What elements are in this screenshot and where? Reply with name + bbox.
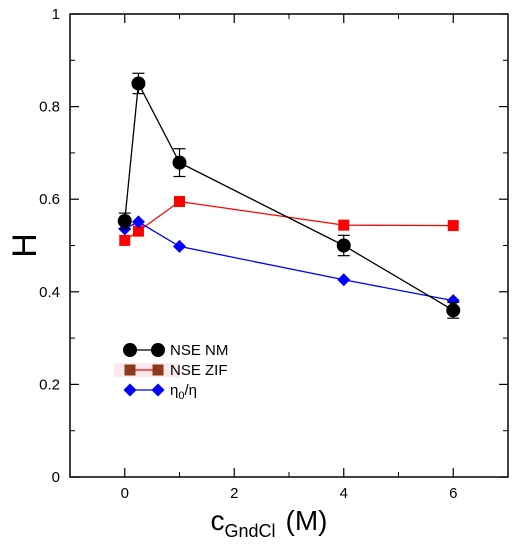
data-point (174, 196, 185, 208)
legend-label-tail: /η (184, 382, 197, 399)
x-axis-title-unit: (M) (286, 505, 328, 536)
legend-marker (124, 364, 136, 376)
data-point (337, 273, 351, 287)
x-axis-title-main: c (210, 505, 224, 536)
y-axis-title: H (6, 233, 44, 258)
x-tick-label: 0 (121, 485, 129, 502)
legend-marker (151, 343, 165, 357)
legend-entry: NSE ZIF (114, 362, 228, 379)
legend-entry: η0/η (123, 382, 197, 402)
legend-label: NSE NM (170, 342, 228, 359)
data-point (131, 215, 145, 229)
y-tick-label: 1 (52, 6, 60, 23)
y-tick-label: 0.6 (39, 191, 60, 208)
series-circle (117, 72, 461, 319)
data-point (447, 220, 459, 232)
legend-label: η0/η (170, 382, 197, 402)
series-square (119, 196, 459, 246)
data-point (132, 225, 144, 237)
legend-marker (151, 383, 165, 397)
legend-marker (152, 364, 164, 376)
x-tick-label: 4 (340, 485, 348, 502)
data-point (338, 219, 350, 231)
legend-label-sub: 0 (178, 390, 184, 402)
legend-label: NSE ZIF (170, 362, 228, 379)
y-tick-label: 0 (52, 469, 60, 486)
legend-entry: NSE NM (123, 342, 228, 359)
legend-marker (123, 383, 137, 397)
legend: NSE NM NSE ZIF η0/η (114, 342, 228, 402)
data-point (131, 76, 146, 91)
y-tick-label: 0.2 (39, 376, 60, 393)
x-tick-label: 2 (230, 485, 238, 502)
data-point (172, 155, 187, 170)
y-tick-label: 0.8 (39, 99, 60, 116)
legend-marker (123, 343, 137, 357)
x-tick-label: 6 (449, 485, 457, 502)
series-layer (117, 72, 461, 319)
data-point (446, 303, 461, 318)
x-axis-title-sub: GndCl (224, 521, 275, 541)
data-point (117, 213, 132, 228)
data-point (446, 294, 460, 308)
ticks-layer: 0 2 4 6 0 0.2 0.4 0.6 0.8 1 (39, 6, 509, 502)
data-point (119, 234, 131, 246)
legend-label-main: η (170, 382, 178, 399)
y-tick-label: 0.4 (39, 284, 60, 301)
data-point (336, 238, 351, 253)
data-point (173, 239, 186, 253)
x-axis-title: cGndCl (M) (210, 505, 327, 541)
